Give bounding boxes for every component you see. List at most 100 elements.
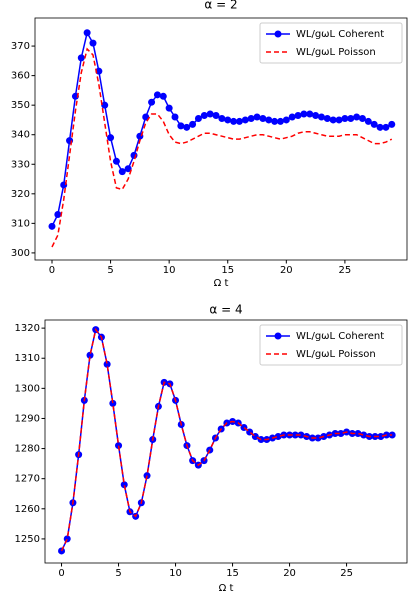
data-point — [329, 116, 337, 124]
data-point — [89, 39, 97, 47]
data-point — [335, 116, 343, 124]
y-tick-label: 1260 — [15, 504, 40, 515]
legend-label: WL/gωL Poisson — [296, 47, 376, 58]
legend-box — [259, 22, 403, 64]
data-point — [323, 114, 331, 122]
data-point — [159, 92, 167, 100]
y-tick-label: 340 — [11, 130, 30, 141]
chart: α = 4 Ω t 0 5 10 15 20 25 1250 1260 1270 1280 1290 13… — [15, 303, 408, 594]
x-tick-label: 25 — [340, 568, 353, 579]
data-point — [77, 54, 85, 62]
y-tick-label: 360 — [11, 71, 30, 82]
plot-frame — [34, 17, 408, 261]
series-line — [51, 47, 393, 248]
data-point — [120, 481, 128, 489]
data-point — [291, 431, 299, 439]
data-point — [341, 114, 349, 122]
data-point — [377, 433, 385, 441]
y-tick-label: 1300 — [15, 383, 40, 394]
x-tick-label: 20 — [280, 265, 293, 276]
plot-frame — [44, 319, 408, 564]
data-point — [165, 104, 173, 112]
data-point — [276, 117, 284, 125]
data-point — [253, 113, 261, 121]
data-point — [353, 113, 361, 121]
y-tick-label: 300 — [11, 248, 30, 259]
data-point — [337, 430, 345, 438]
data-point — [370, 120, 378, 128]
data-point — [200, 112, 208, 120]
data-point — [148, 98, 156, 106]
data-point — [48, 222, 56, 230]
data-point — [189, 120, 197, 128]
legend-marker — [274, 332, 282, 340]
y-tick-label: 370 — [11, 41, 30, 52]
data-point — [297, 431, 305, 439]
data-point — [183, 123, 191, 131]
data-point — [259, 114, 267, 122]
legend: WL/gωL Coherent WL/gωL Poisson — [259, 324, 403, 366]
data-point — [271, 117, 279, 125]
legend-label: WL/gωL Coherent — [296, 29, 384, 40]
x-axis-label: Ω t — [214, 278, 229, 289]
data-point — [265, 116, 273, 124]
data-point — [118, 168, 126, 176]
data-point — [212, 112, 220, 120]
data-point — [317, 113, 325, 121]
chart-title: α = 4 — [209, 303, 242, 317]
data-point — [109, 399, 117, 407]
data-point — [101, 101, 109, 109]
legend-marker — [274, 30, 282, 38]
data-point — [274, 433, 282, 441]
data-point — [194, 114, 202, 122]
data-point — [86, 351, 94, 359]
data-point — [63, 535, 71, 543]
data-point — [224, 116, 232, 124]
y-tick-label: 1290 — [15, 413, 40, 424]
data-point — [124, 165, 132, 173]
data-point — [282, 116, 290, 124]
data-point — [153, 91, 161, 99]
chart: α = 2 Ω t 0 5 10 15 20 25 300 310 320 330 340 350 360 3… — [11, 0, 408, 289]
x-axis-label: Ω t — [219, 583, 234, 594]
data-point — [107, 134, 115, 142]
legend-box — [259, 324, 403, 366]
data-point — [388, 120, 396, 128]
y-tick-label: 1310 — [15, 353, 40, 364]
data-point — [358, 114, 366, 122]
data-point — [247, 114, 255, 122]
x-tick-label: 25 — [339, 265, 352, 276]
legend-label: WL/gωL Poisson — [296, 349, 376, 360]
x-tick-label: 10 — [163, 265, 176, 276]
data-point — [376, 123, 384, 131]
data-point — [364, 117, 372, 125]
data-point — [103, 360, 111, 368]
data-point — [218, 114, 226, 122]
data-point — [347, 114, 355, 122]
y-tick-label: 330 — [11, 159, 30, 170]
x-tick-label: 20 — [283, 568, 296, 579]
x-tick-label: 0 — [58, 568, 64, 579]
y-tick-label: 1270 — [15, 474, 40, 485]
legend-label: WL/gωL Coherent — [296, 331, 384, 342]
x-tick-label: 5 — [107, 265, 113, 276]
y-tick-label: 1250 — [15, 534, 40, 545]
y-tick-label: 350 — [11, 100, 30, 111]
data-point — [312, 112, 320, 120]
data-point — [71, 92, 79, 100]
data-point — [288, 113, 296, 121]
data-point — [360, 431, 368, 439]
data-point — [206, 110, 214, 118]
x-tick-label: 15 — [226, 568, 239, 579]
data-point — [306, 110, 314, 118]
data-point — [230, 117, 238, 125]
data-point — [112, 157, 120, 165]
legend: WL/gωL Coherent WL/gωL Poisson — [259, 22, 403, 64]
y-tick-label: 310 — [11, 218, 30, 229]
data-point — [115, 442, 123, 450]
data-point — [177, 122, 185, 130]
x-tick-label: 5 — [115, 568, 121, 579]
data-point — [171, 113, 179, 121]
chart-title: α = 2 — [204, 0, 237, 12]
